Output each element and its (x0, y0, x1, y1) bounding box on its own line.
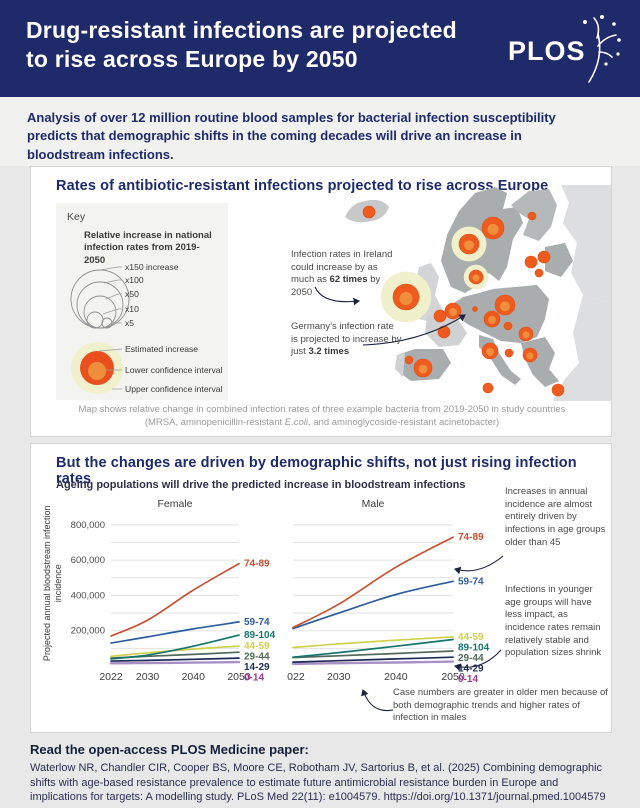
annotation-younger-groups: Infections in younger age groups will ha… (505, 584, 602, 659)
key-size-label-x50: x50 (125, 289, 139, 299)
chart-card: But the changes are driven by demographi… (30, 443, 612, 733)
series-label-44-59: 44-59 (244, 641, 270, 652)
svg-text:Female: Female (157, 498, 192, 510)
europe-map (314, 185, 611, 401)
plos-starburst-icon (588, 17, 617, 83)
annotation-older-men: Case numbers are greater in older men be… (393, 687, 608, 724)
germany-annotation: Germany’s infection rate is projected to… (291, 321, 402, 358)
map-caption: Map shows relative change in combined in… (78, 404, 566, 428)
svg-text:Male: Male (362, 498, 385, 510)
ireland-arrow-icon (314, 286, 361, 306)
key-heading: Relative increase in national infection … (84, 230, 212, 266)
map-annotation-arrows (314, 286, 466, 346)
plos-logo: PLOS (508, 15, 621, 83)
key-size-label-x150: x150 increase (125, 262, 179, 272)
svg-text:600,000: 600,000 (71, 555, 105, 566)
series-label-29-44: 29-44 (458, 653, 484, 664)
chart-panel-male: 2022 2030 2040 2050 Male 74-89 59-74 44-5989-10… (287, 498, 490, 685)
key-size-label-x10: x10 (125, 304, 139, 314)
key-bubble-label-upper: Upper confidence interval (125, 384, 223, 394)
chart-subtitle: Ageing populations will drive the predic… (56, 479, 466, 491)
svg-text:2022: 2022 (99, 671, 123, 683)
series-label-74-89: 74-89 (458, 532, 484, 543)
header-banner: Drug-resistant infections are projected t… (0, 0, 640, 97)
key-bubble-label-estimated: Estimated increase (125, 344, 198, 354)
chart-panel-female: 200,000 400,000 600,000 800,000 2022 2030 2040… (71, 498, 276, 684)
footer-citation: Waterlow NR, Chandler CIR, Cooper BS, Mo… (30, 762, 606, 804)
series-label-0-14: 0-14 (458, 674, 478, 685)
svg-text:800,000: 800,000 (71, 520, 105, 531)
svg-text:200,000: 200,000 (71, 626, 105, 637)
series-label-0-14: 0-14 (244, 673, 264, 684)
chart-card-title: But the changes are driven by demographi… (56, 455, 577, 487)
key-bubble-label-lower: Lower confidence interval (125, 365, 223, 375)
map-key: Key Relative increase in national infect… (56, 203, 228, 400)
svg-text:2030: 2030 (327, 671, 351, 683)
svg-text:400,000: 400,000 (71, 590, 105, 601)
series-label-59-74: 59-74 (458, 576, 484, 587)
map-card-title: Rates of antibiotic-resistant infections… (56, 178, 549, 194)
intro-strip: Analysis of over 12 million routine bloo… (0, 97, 640, 166)
older-annotation-arrow-icon (453, 555, 504, 575)
key-size-label-x100: x100 (125, 275, 144, 285)
footer: Read the open-access PLOS Medicine paper… (0, 733, 640, 808)
ireland-annotation: Infection rates in Ireland could increas… (291, 249, 393, 298)
younger-annotation-arrow-icon (453, 649, 502, 671)
series-label-59-74: 59-74 (244, 617, 270, 628)
svg-text:2040: 2040 (384, 671, 408, 683)
series-label-14-29: 14-29 (244, 662, 270, 673)
svg-text:2022: 2022 (287, 671, 305, 683)
series-label-74-89: 74-89 (244, 559, 270, 570)
svg-text:2050: 2050 (441, 671, 465, 683)
series-label-89-104: 89-104 (458, 642, 490, 653)
series-label-14-29: 14-29 (458, 663, 484, 674)
annotation-older-groups: Increases in annual incidence are almost… (505, 486, 606, 548)
series-label-44-59: 44-59 (458, 632, 484, 643)
key-bubble-diagram: Estimated increase Lower confidence inte… (71, 342, 223, 394)
page-title: Drug-resistant infections are projected t… (26, 17, 457, 73)
men-annotation-arrow-icon (361, 688, 394, 712)
plos-starburst-dots (583, 15, 621, 66)
plos-logo-text: PLOS (508, 36, 586, 66)
intro-text: Analysis of over 12 million routine bloo… (27, 110, 556, 162)
map-markers (362, 205, 565, 397)
svg-text:2030: 2030 (136, 671, 160, 683)
series-label-89-104: 89-104 (244, 630, 276, 641)
footer-heading: Read the open-access PLOS Medicine paper… (30, 742, 309, 757)
svg-text:2050: 2050 (227, 671, 251, 683)
key-size-label-x5: x5 (125, 318, 134, 328)
map-card: Rates of antibiotic-resistant infections… (30, 166, 612, 437)
series-label-29-44: 29-44 (244, 652, 270, 663)
key-label: Key (67, 211, 86, 223)
svg-text:2040: 2040 (182, 671, 206, 683)
germany-arrow-icon (362, 314, 466, 346)
key-size-circles-diagram: x150 increase x100 x50 x10 x5 (70, 262, 179, 329)
